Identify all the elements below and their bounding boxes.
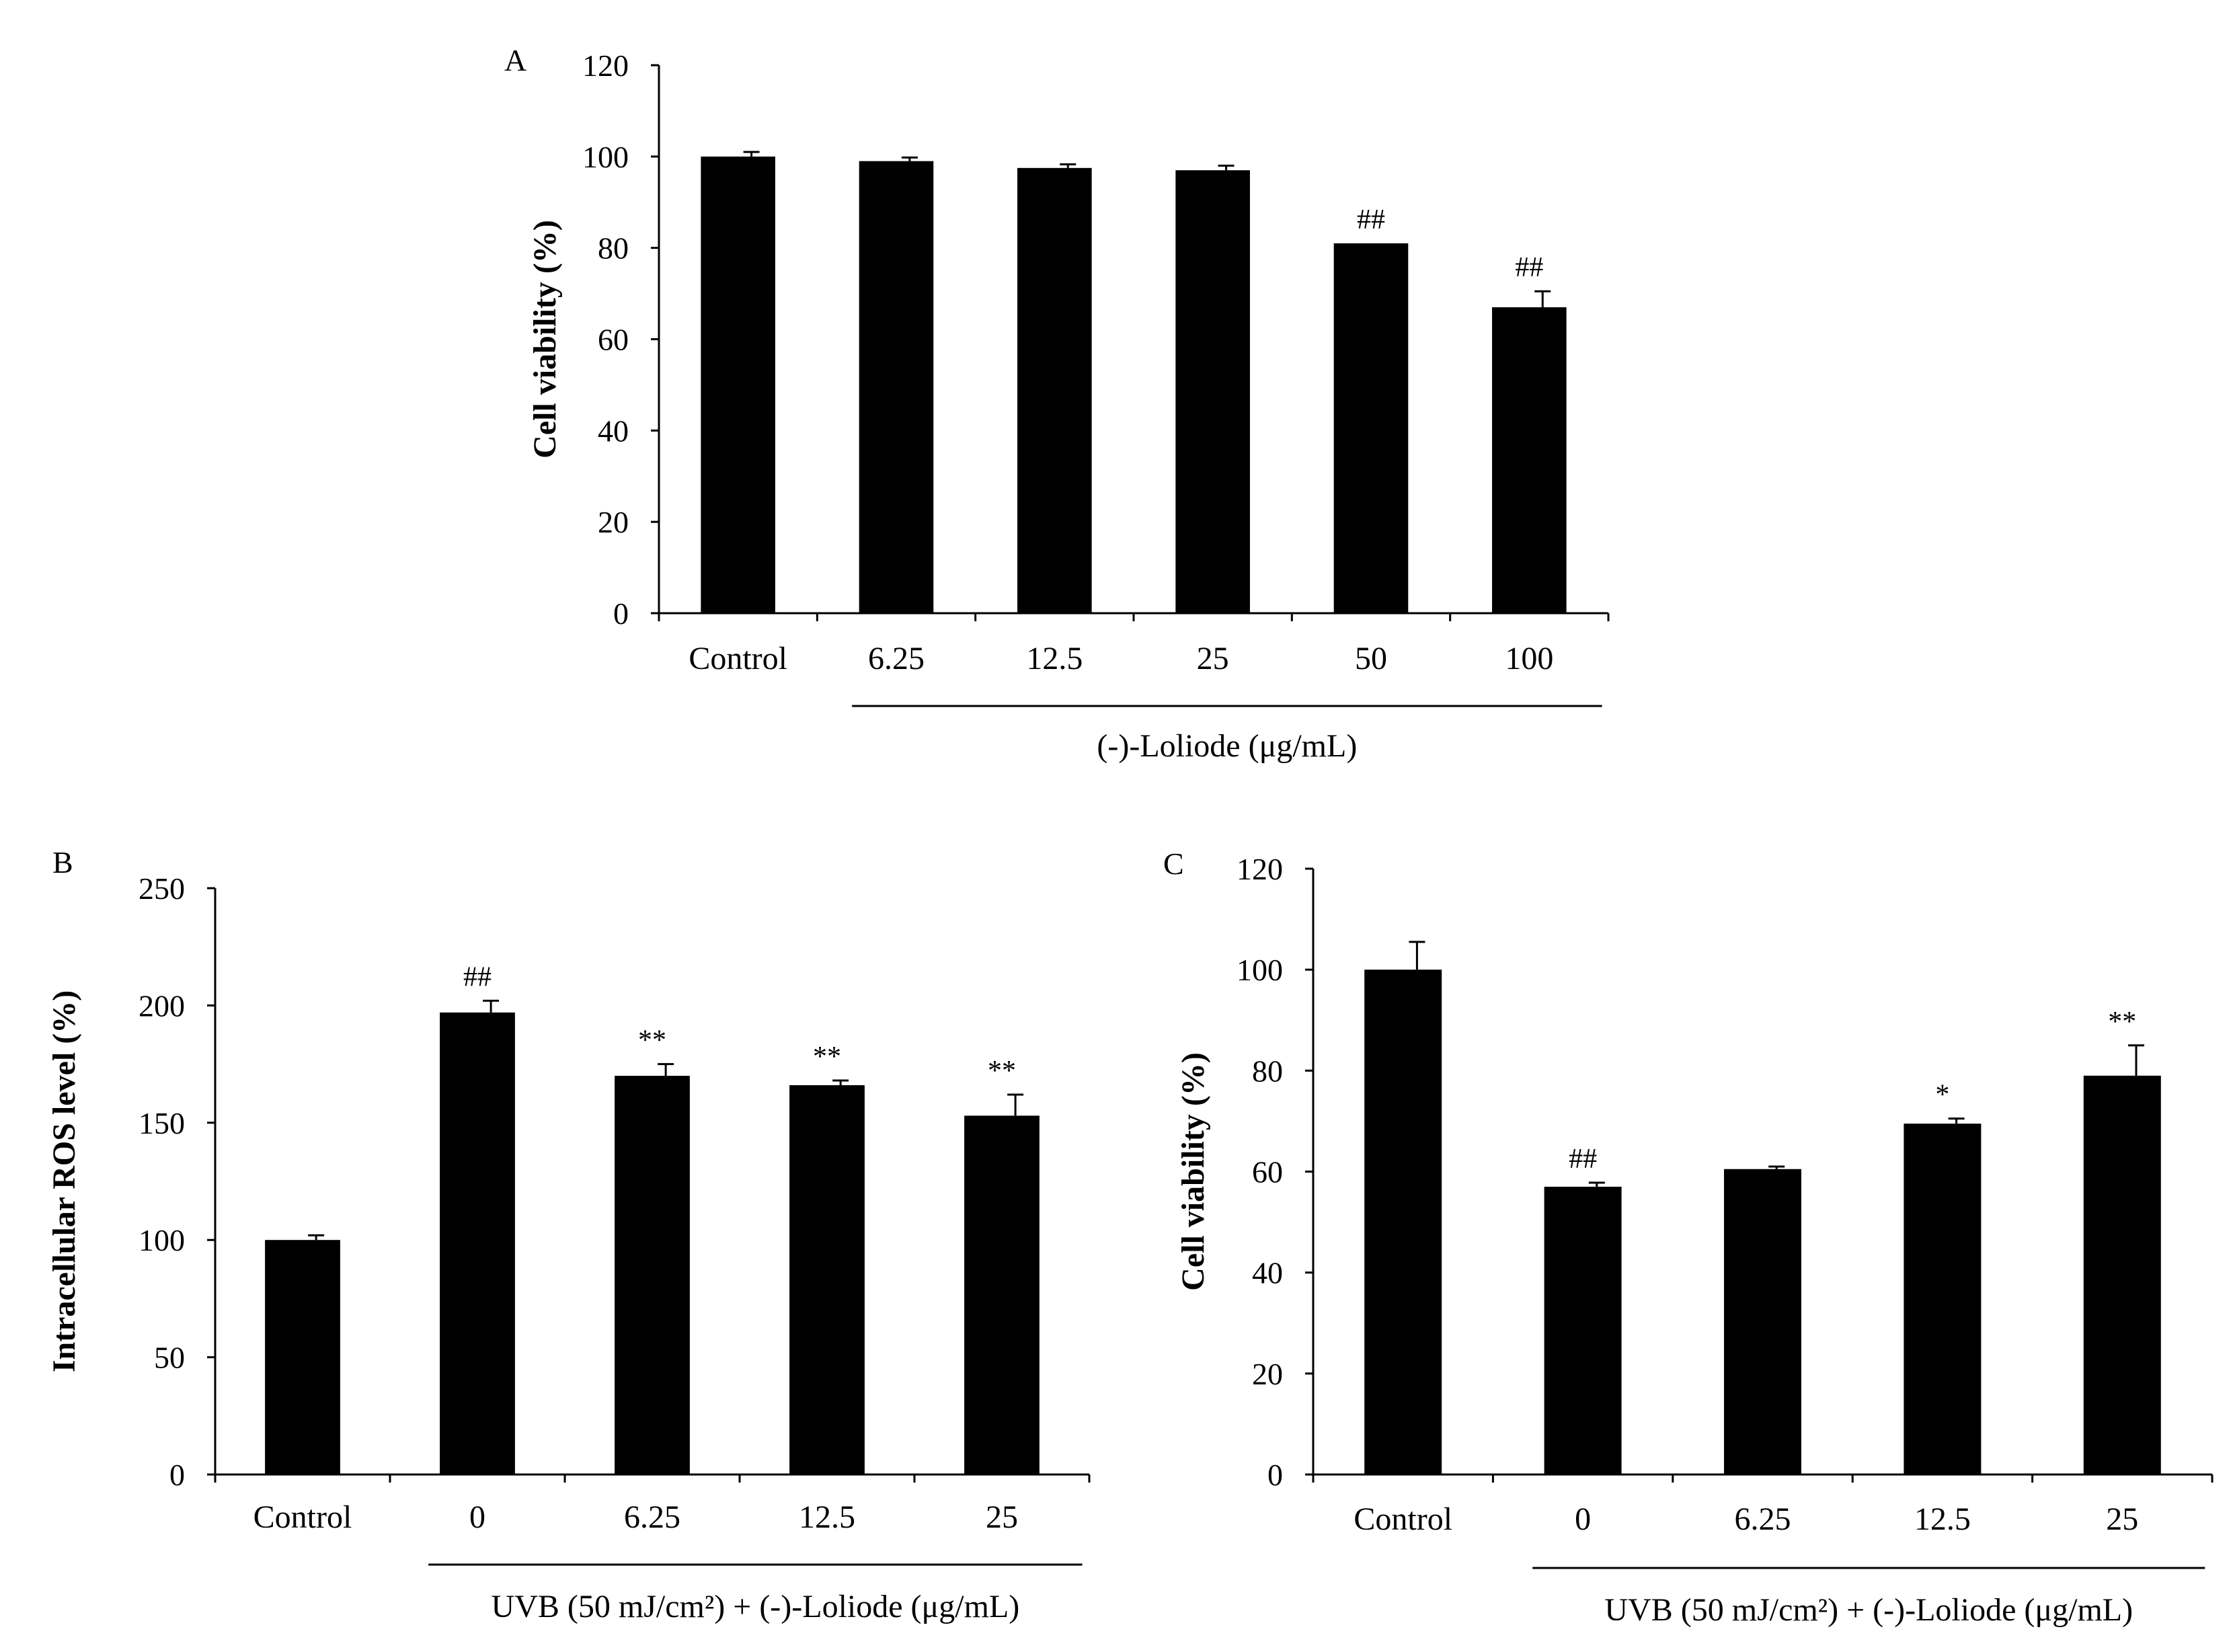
x-category-label: 12.5 xyxy=(1026,641,1083,676)
bar xyxy=(615,1076,690,1474)
treatment-group-label: UVB (50 mJ/cm²) + (-)-Loliode (μg/mL) xyxy=(1604,1592,2133,1628)
y-tick-label: 20 xyxy=(1252,1357,1283,1391)
bar xyxy=(964,1115,1040,1474)
y-tick-label: 20 xyxy=(598,505,629,539)
y-tick-label: 0 xyxy=(613,596,629,631)
x-category-label: 12.5 xyxy=(799,1499,855,1535)
y-tick-label: 0 xyxy=(1267,1458,1283,1492)
x-category-label: 0 xyxy=(469,1499,485,1535)
chart-panel-c: C Cell viability (%) 0 20 40 60 80 100 120 Contro… xyxy=(1163,847,2214,1628)
significance-mark: ** xyxy=(813,1041,841,1072)
y-tick-label: 100 xyxy=(139,1223,185,1257)
y-tick-label: 200 xyxy=(139,988,185,1023)
chart-panel-b: B Intracellular ROS level (%) 0 50 100 150 200… xyxy=(46,845,1091,1624)
y-tick-label: 120 xyxy=(1237,852,1283,886)
significance-mark: ** xyxy=(2108,1007,2136,1037)
y-axis-title: Intracellular ROS level (%) xyxy=(46,990,82,1372)
treatment-group-label: UVB (50 mJ/cm²) + (-)-Loliode (μg/mL) xyxy=(492,1589,1020,1624)
y-tick-label: 60 xyxy=(598,323,629,357)
x-category-label: 50 xyxy=(1355,641,1387,676)
significance-mark: ## xyxy=(1569,1144,1597,1175)
y-tick-label: 40 xyxy=(598,414,629,448)
y-tick-label: 100 xyxy=(1237,953,1283,987)
x-category-label: 25 xyxy=(986,1499,1018,1535)
y-tick-label: 150 xyxy=(139,1106,185,1140)
y-axis-title: Cell viability (%) xyxy=(1175,1052,1211,1291)
bar xyxy=(1492,307,1567,613)
bar xyxy=(1364,970,1442,1474)
bar xyxy=(265,1240,340,1474)
y-tick-label: 50 xyxy=(154,1341,185,1375)
x-category-label: 25 xyxy=(1197,641,1229,676)
bar xyxy=(789,1085,865,1474)
x-category-label: 25 xyxy=(2106,1501,2138,1537)
significance-mark: ** xyxy=(638,1025,666,1056)
panel-label: C xyxy=(1163,847,1184,881)
bar xyxy=(1175,170,1250,614)
y-axis-title: Cell viability (%) xyxy=(527,220,563,459)
x-category-label: 6.25 xyxy=(868,641,925,676)
x-category-label: 100 xyxy=(1505,641,1553,676)
y-tick-label: 0 xyxy=(169,1458,185,1492)
x-category-label: Control xyxy=(253,1499,352,1535)
x-category-label: 0 xyxy=(1575,1501,1591,1537)
significance-mark: ** xyxy=(988,1056,1016,1087)
bar xyxy=(1544,1187,1622,1474)
significance-mark: ## xyxy=(1357,204,1385,235)
y-tick-label: 60 xyxy=(1252,1155,1283,1189)
y-tick-label: 40 xyxy=(1252,1256,1283,1290)
y-tick-label: 80 xyxy=(598,231,629,266)
bar xyxy=(1904,1124,1982,1474)
bar xyxy=(440,1012,515,1474)
bar xyxy=(859,161,934,613)
bar xyxy=(1724,1169,1801,1474)
bar xyxy=(1017,167,1092,613)
y-tick-label: 80 xyxy=(1252,1054,1283,1088)
x-category-label: 12.5 xyxy=(1914,1501,1971,1537)
y-tick-label: 250 xyxy=(139,871,185,906)
panel-label: A xyxy=(504,43,526,77)
x-category-label: 6.25 xyxy=(624,1499,680,1535)
significance-mark: * xyxy=(1935,1080,1949,1111)
significance-mark: ## xyxy=(463,961,492,992)
x-category-label: Control xyxy=(689,641,787,676)
treatment-group-label: (-)-Loliode (μg/mL) xyxy=(1097,728,1357,764)
x-category-label: 6.25 xyxy=(1735,1501,1791,1537)
y-tick-label: 100 xyxy=(582,140,629,174)
chart-panel-a: A Cell viability (%) 0 20 40 60 80 100 120 Contro… xyxy=(504,43,1610,764)
bar xyxy=(701,156,775,614)
significance-mark: ## xyxy=(1515,252,1543,283)
x-category-label: Control xyxy=(1354,1501,1452,1537)
bar xyxy=(1333,243,1409,613)
panel-label: B xyxy=(52,845,73,879)
bar xyxy=(2083,1075,2161,1474)
y-tick-label: 120 xyxy=(582,48,629,83)
